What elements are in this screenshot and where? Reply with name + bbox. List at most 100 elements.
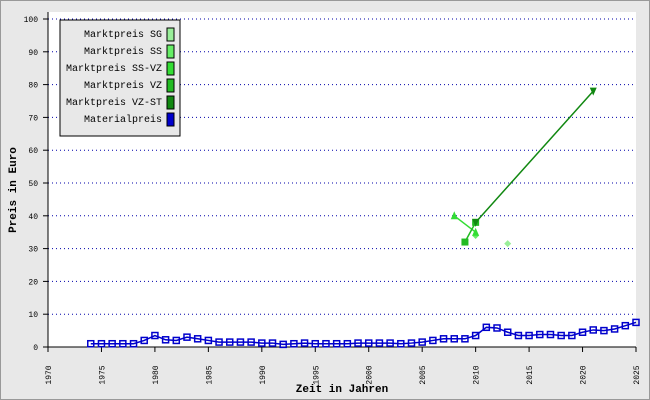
y-tick-label: 10 xyxy=(28,311,38,320)
x-tick-label: 1980 xyxy=(152,365,161,384)
marker xyxy=(472,218,480,227)
marker xyxy=(183,333,191,341)
x-tick-label: 2005 xyxy=(419,365,428,384)
marker xyxy=(418,338,426,346)
marker xyxy=(354,339,362,347)
marker xyxy=(343,339,352,348)
legend-swatch xyxy=(166,78,175,93)
x-tick-label: 2025 xyxy=(633,365,642,384)
marker xyxy=(258,339,266,347)
x-tick-label: 1995 xyxy=(312,365,321,384)
marker xyxy=(236,338,245,346)
y-tick-label: 40 xyxy=(28,213,38,222)
legend-swatch xyxy=(166,44,175,59)
marker xyxy=(151,331,159,340)
marker xyxy=(193,335,202,343)
marker xyxy=(397,339,405,348)
marker xyxy=(300,339,309,347)
legend-label: Materialpreis xyxy=(84,114,162,126)
x-tick-label: 2010 xyxy=(473,365,482,384)
marker xyxy=(493,324,501,332)
marker xyxy=(129,339,138,348)
marker xyxy=(172,336,181,345)
marker xyxy=(322,339,330,348)
marker xyxy=(364,339,373,347)
y-tick-label: 30 xyxy=(28,246,38,255)
marker xyxy=(161,336,170,344)
y-tick-label: 0 xyxy=(33,344,38,353)
marker xyxy=(589,87,597,96)
legend-label: Marktpreis SS xyxy=(84,46,162,58)
marker xyxy=(119,339,127,348)
legend-box xyxy=(59,19,181,137)
marker xyxy=(503,328,512,336)
y-tick-label: 100 xyxy=(24,16,39,25)
marker xyxy=(97,339,106,348)
x-tick-label: 1970 xyxy=(45,365,54,384)
marker xyxy=(290,339,298,348)
marker xyxy=(429,336,437,345)
marker xyxy=(407,339,416,347)
marker xyxy=(332,339,341,348)
marker xyxy=(514,331,523,340)
series-line xyxy=(90,321,637,346)
y-tick-label: 90 xyxy=(28,49,38,58)
marker xyxy=(504,240,512,248)
marker xyxy=(268,339,277,347)
marker xyxy=(311,339,320,348)
x-tick-label: 1990 xyxy=(259,365,268,384)
x-tick-label: 1985 xyxy=(205,365,214,384)
marker xyxy=(600,326,608,335)
legend-label: Marktpreis SG xyxy=(84,29,162,41)
marker xyxy=(632,318,640,327)
marker xyxy=(472,227,480,236)
marker xyxy=(450,335,459,343)
y-tick-label: 60 xyxy=(28,147,38,156)
marker xyxy=(471,331,480,340)
marker xyxy=(279,340,287,349)
marker xyxy=(461,335,469,343)
marker xyxy=(482,323,491,332)
marker xyxy=(386,339,394,347)
y-tick-label: 20 xyxy=(28,278,38,287)
x-tick-label: 2000 xyxy=(366,365,375,384)
marker xyxy=(247,338,255,346)
legend-swatch xyxy=(166,95,175,110)
marker xyxy=(546,330,555,339)
marker xyxy=(87,339,95,348)
marker xyxy=(108,339,116,348)
marker xyxy=(536,330,544,339)
marker xyxy=(589,326,597,334)
marker xyxy=(568,331,576,340)
legend-label: Marktpreis VZ-ST xyxy=(66,97,162,109)
x-tick-label: 1975 xyxy=(98,365,107,384)
marker xyxy=(578,328,587,336)
y-axis-title: Preis in Euro xyxy=(8,147,20,233)
marker xyxy=(621,321,630,330)
legend-swatch xyxy=(166,61,175,76)
x-tick-label: 2020 xyxy=(580,365,589,384)
marker xyxy=(525,331,533,340)
marker xyxy=(204,336,213,345)
marker xyxy=(140,336,148,345)
y-tick-label: 80 xyxy=(28,82,38,91)
marker xyxy=(439,335,448,343)
x-axis-title: Zeit in Jahren xyxy=(296,384,388,396)
y-tick-label: 70 xyxy=(28,114,38,123)
legend-swatch xyxy=(166,112,175,127)
marker xyxy=(610,325,619,333)
legend-label: Marktpreis SS-VZ xyxy=(66,63,162,75)
marker xyxy=(375,339,384,347)
legend-swatch xyxy=(166,27,175,42)
series-line xyxy=(475,90,594,223)
marker xyxy=(557,331,565,340)
x-tick-label: 2015 xyxy=(526,365,535,384)
legend-label: Marktpreis VZ xyxy=(84,80,162,92)
marker xyxy=(225,338,234,346)
marker xyxy=(215,338,223,346)
marker xyxy=(450,211,458,220)
marker xyxy=(461,238,469,246)
y-tick-label: 50 xyxy=(28,180,38,189)
